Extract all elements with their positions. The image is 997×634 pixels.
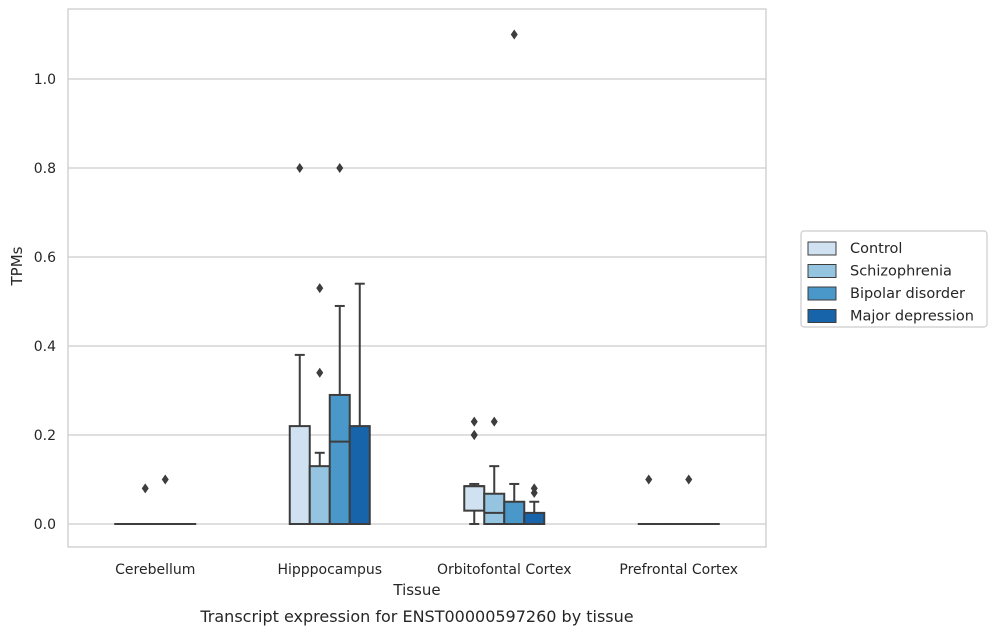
box-groups [114, 29, 720, 526]
outlier-marker [296, 163, 304, 173]
legend-label: Major depression [850, 309, 974, 325]
outlier-marker [510, 29, 518, 40]
outlier-marker [490, 416, 498, 427]
box-group-2 [463, 29, 546, 525]
x-axis-ticks: Cerebellum Hipppocampus Orbitofontal Corte… [115, 562, 738, 578]
box-rect [288, 425, 311, 526]
box-rect [463, 485, 486, 512]
box-rect [308, 465, 331, 525]
legend-label: Control [850, 241, 902, 257]
box-2-3 [523, 483, 546, 525]
box-1-2 [328, 163, 351, 526]
legend: Control Schizophrenia Bipolar disorder Majo… [800, 230, 988, 328]
x-axis-label: Tissue [392, 581, 440, 599]
x-tick-label: Hipppocampus [277, 562, 382, 578]
outlier-marker [530, 483, 538, 494]
legend-swatch [807, 309, 837, 323]
y-tick-label: 0.4 [34, 339, 56, 355]
box-group-3 [637, 474, 720, 526]
y-tick-label: 0.8 [34, 161, 56, 177]
box-1-0 [288, 163, 311, 526]
outlier-marker [470, 416, 478, 427]
y-tick-label: 1.0 [34, 72, 56, 88]
outlier-marker [316, 367, 324, 378]
y-tick-label: 0.0 [34, 517, 56, 533]
box-1-3 [348, 282, 371, 526]
y-tick-label: 0.6 [34, 250, 56, 266]
outlier-marker [685, 474, 693, 485]
y-axis-ticks: 0.0 0.2 0.4 0.6 0.8 1.0 [34, 72, 56, 533]
legend-swatch [807, 241, 837, 256]
legend-frame [800, 230, 988, 328]
outlier-marker [336, 163, 344, 173]
outlier-marker [141, 483, 149, 494]
box-2-2 [503, 29, 526, 525]
x-tick-label: Orbitofontal Cortex [437, 562, 572, 578]
outlier-marker [470, 430, 478, 440]
box-rect [328, 393, 351, 526]
outlier-marker [316, 283, 324, 294]
box-rect [348, 425, 371, 526]
legend-label: Bipolar disorder [850, 286, 965, 302]
box-group-0 [114, 474, 197, 526]
box-rect [523, 511, 546, 525]
box-rect [483, 492, 506, 525]
y-tick-label: 0.2 [34, 428, 56, 444]
box-group-1 [288, 163, 371, 526]
y-axis-label: TPMs [8, 246, 26, 286]
outlier-marker [161, 474, 169, 485]
box-2-1 [483, 416, 506, 525]
box-rect [503, 500, 526, 525]
plot-frame [67, 8, 767, 548]
chart-caption: Transcript expression for ENST0000059726… [199, 607, 633, 626]
outlier-marker [645, 474, 653, 485]
legend-swatch [807, 286, 837, 301]
legend-label: Schizophrenia [850, 264, 952, 280]
legend-swatch [807, 264, 837, 278]
x-tick-label: Cerebellum [115, 562, 195, 578]
x-tick-label: Prefrontal Cortex [619, 562, 738, 578]
